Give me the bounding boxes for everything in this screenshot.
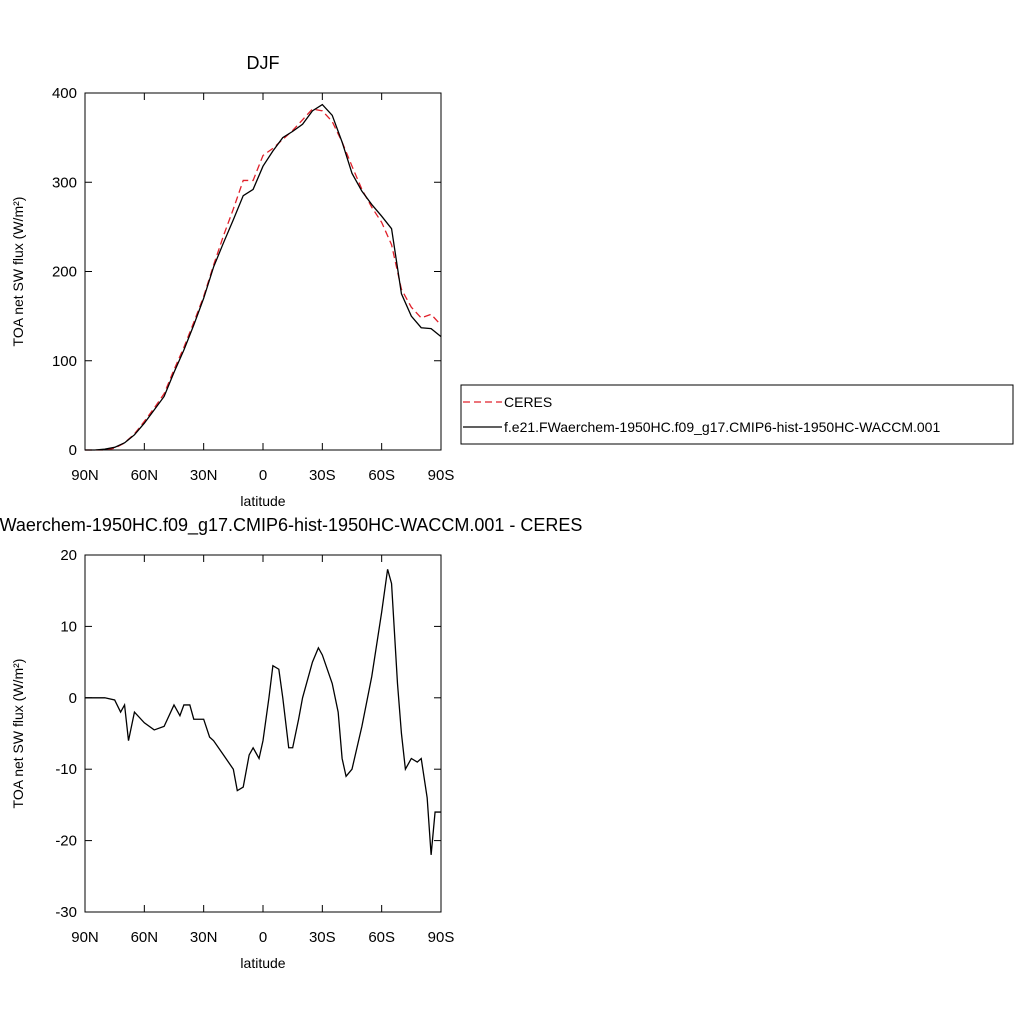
y-tick-label: 100 — [52, 353, 77, 370]
plot-frame — [84, 554, 442, 913]
legend-label: f.e21.FWaerchem-1950HC.f09_g17.CMIP6-his… — [504, 419, 940, 435]
x-tick-label: 0 — [259, 467, 267, 484]
y-tick-label: 10 — [60, 618, 77, 635]
x-tick-label: 30S — [309, 467, 336, 484]
x-tick-label: 30S — [309, 929, 336, 946]
series-line — [85, 108, 442, 451]
chart-title: DJF — [247, 53, 280, 73]
x-tick-label: 60S — [368, 467, 395, 484]
y-tick-label: 300 — [52, 174, 77, 191]
series-line — [85, 569, 441, 855]
plot-frame — [84, 92, 442, 451]
y-tick-label: 0 — [69, 690, 77, 707]
x-tick-label: 0 — [259, 929, 267, 946]
y-axis-label: TOA net SW flux (W/m²) — [10, 197, 26, 347]
legend: CERES f.e21.FWaerchem-1950HC.f09_g17.CMIP… — [460, 384, 1014, 445]
x-axis-label: latitude — [240, 955, 285, 971]
x-tick-label: 90S — [428, 467, 455, 484]
x-tick-label: 30N — [190, 467, 218, 484]
x-tick-label: 30N — [190, 929, 218, 946]
x-tick-label: 60S — [368, 929, 395, 946]
x-tick-label: 90N — [71, 929, 99, 946]
y-tick-label: 400 — [52, 85, 77, 102]
y-tick-label: -30 — [55, 904, 77, 921]
legend-label: CERES — [504, 394, 552, 410]
chart-title: f.e21.FWaerchem-1950HC.f09_g17.CMIP6-his… — [0, 515, 582, 536]
series-line — [85, 103, 442, 451]
legend-frame — [460, 384, 1014, 445]
y-axis-label: TOA net SW flux (W/m²) — [10, 659, 26, 809]
y-tick-label: 20 — [60, 547, 77, 564]
x-tick-label: 60N — [131, 929, 159, 946]
y-tick-label: 200 — [52, 264, 77, 281]
x-axis-label: latitude — [240, 493, 285, 509]
y-tick-label: 0 — [69, 442, 77, 459]
x-tick-label: 90S — [428, 929, 455, 946]
x-tick-label: 60N — [131, 467, 159, 484]
y-tick-label: -20 — [55, 833, 77, 850]
x-tick-label: 90N — [71, 467, 99, 484]
y-tick-label: -10 — [55, 761, 77, 778]
